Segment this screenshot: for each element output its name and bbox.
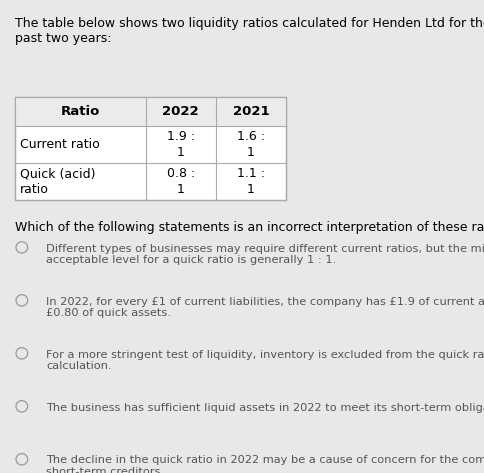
Text: 1.1 :: 1.1 : [237,167,264,180]
Text: 1.6 :: 1.6 : [237,130,264,143]
Text: Which of the following statements is an incorrect interpretation of these ratios: Which of the following statements is an … [15,221,484,234]
Text: 1: 1 [176,146,184,159]
Text: ratio: ratio [20,183,49,196]
Text: The decline in the quick ratio in 2022 may be a cause of concern for the company: The decline in the quick ratio in 2022 m… [46,455,484,473]
FancyBboxPatch shape [15,97,286,126]
Text: Ratio: Ratio [60,105,100,118]
Text: 0.8 :: 0.8 : [166,167,195,180]
Text: 1: 1 [246,146,255,159]
Text: 1: 1 [176,183,184,196]
Text: 1: 1 [246,183,255,196]
Text: 2022: 2022 [162,105,198,118]
Text: Quick (acid): Quick (acid) [20,167,96,180]
Text: In 2022, for every £1 of current liabilities, the company has £1.9 of current as: In 2022, for every £1 of current liabili… [46,297,484,318]
Text: The table below shows two liquidity ratios calculated for Henden Ltd for the
pas: The table below shows two liquidity rati… [15,17,484,44]
Text: 1.9 :: 1.9 : [166,130,194,143]
FancyBboxPatch shape [15,97,286,200]
Text: For a more stringent test of liquidity, inventory is excluded from the quick rat: For a more stringent test of liquidity, … [46,350,484,371]
Text: 2021: 2021 [232,105,269,118]
Text: Different types of businesses may require different current ratios, but the mini: Different types of businesses may requir… [46,244,484,265]
Text: Current ratio: Current ratio [20,138,100,151]
Text: The business has sufficient liquid assets in 2022 to meet its short-term obligat: The business has sufficient liquid asset… [46,403,484,412]
